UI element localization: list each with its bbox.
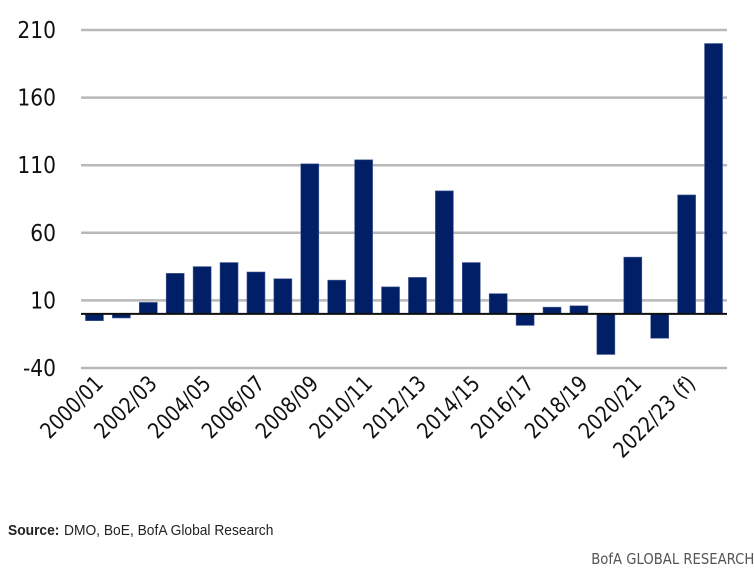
source-text: DMO, BoE, BofA Global Research — [63, 522, 274, 539]
source-note: Source: DMO, BoE, BofA Global Research — [8, 522, 273, 539]
bar-2004-05 — [192, 266, 212, 315]
source-label: Source: — [8, 522, 60, 539]
bars — [85, 43, 723, 355]
bar-chart: 210 160 110 60 10 -40 2000/012002/032004/0520… — [17, 18, 727, 463]
bar-2014-15 — [461, 262, 481, 315]
y-tick-label: 10 — [30, 288, 56, 315]
y-tick-label: 60 — [30, 221, 56, 248]
bar-2019-20 — [596, 313, 616, 355]
bar-2009-10 — [327, 279, 347, 315]
bar-2021-22 — [650, 313, 670, 339]
y-tick-label: -40 — [23, 356, 56, 383]
bar-2013-14 — [435, 190, 454, 315]
bar-2000-01 — [85, 313, 104, 321]
bar-2020-21 — [623, 256, 643, 315]
bar-2011-12 — [381, 286, 400, 315]
brand-label: BofA GLOBAL RESEARCH — [590, 550, 754, 568]
bar-2005-06 — [219, 262, 239, 315]
bar-2002-03 — [138, 302, 158, 315]
bar-2012-13 — [408, 277, 427, 315]
x-axis-ticks: 2000/012002/032004/052006/072008/092010/… — [35, 371, 700, 463]
bar-2006-07 — [246, 271, 266, 315]
bar-2010-11 — [354, 159, 373, 315]
bar-2015-16 — [488, 293, 508, 315]
bar-2023-24 — [704, 43, 723, 315]
y-tick-label: 110 — [17, 153, 56, 180]
bar-2003-04 — [165, 273, 185, 315]
bar-2007-08 — [273, 278, 293, 315]
bar-2017-18 — [542, 306, 562, 315]
bar-2008-09 — [300, 163, 320, 315]
y-tick-label: 210 — [17, 18, 56, 45]
y-axis-ticks: 210 160 110 60 10 -40 — [17, 18, 56, 383]
bar-2018-19 — [569, 305, 589, 315]
y-tick-label: 160 — [17, 85, 56, 112]
bar-2016-17 — [515, 313, 535, 326]
bar-2022-23-f — [677, 194, 696, 315]
gridlines — [81, 28, 727, 370]
